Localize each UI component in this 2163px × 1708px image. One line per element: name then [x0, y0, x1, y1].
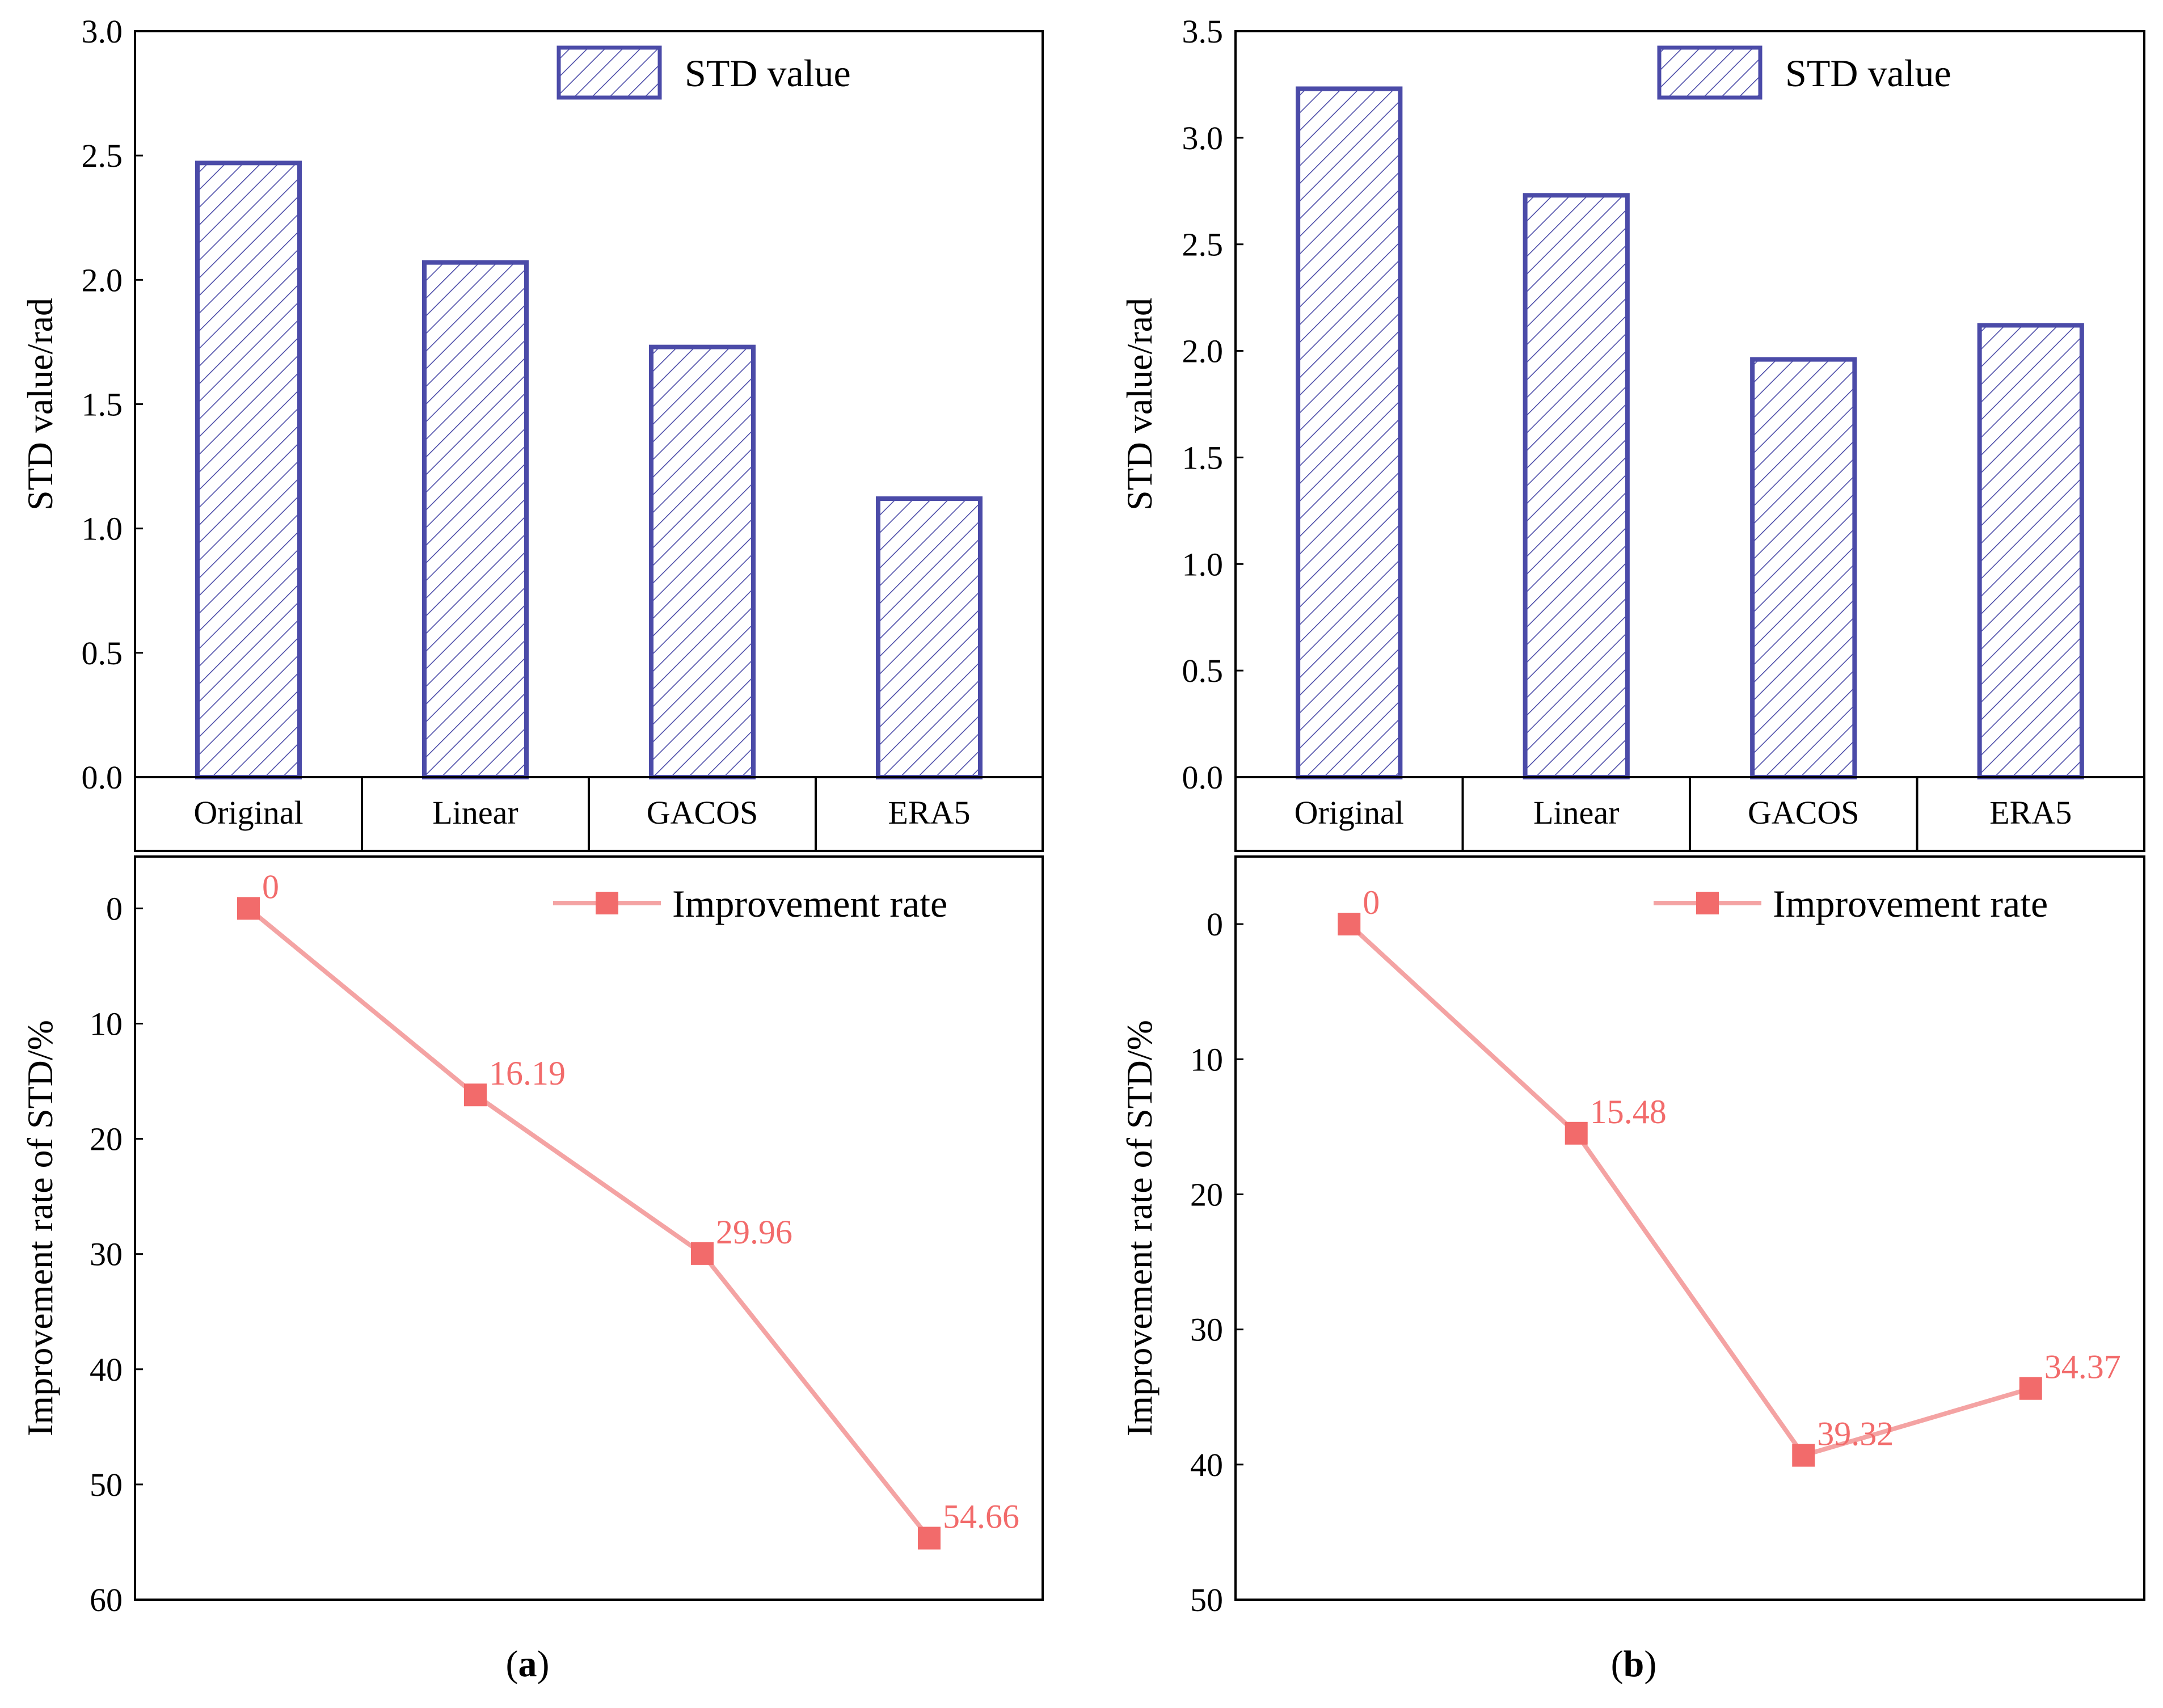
line-plot-frame: [1234, 855, 2145, 1601]
bar-y-tick-label: 3.0: [1182, 120, 1224, 157]
bar-gacos: [649, 344, 756, 779]
line-y-tick-label: 10: [1190, 1041, 1223, 1078]
line-legend-marker: [596, 892, 618, 914]
improvement-marker-gacos: [1792, 1444, 1815, 1467]
bar-y-tick-label: 2.0: [1182, 333, 1224, 370]
bar-legend-swatch: [1657, 45, 1763, 100]
bar-era5: [1977, 323, 2084, 779]
line-y-axis-title: Improvement rate of STD/%: [20, 1020, 60, 1436]
category-label-gacos: GACOS: [1748, 794, 1860, 831]
improvement-marker-era5: [918, 1526, 941, 1550]
line-y-tick-label: 50: [90, 1466, 123, 1503]
line-y-tick-label: 50: [1190, 1582, 1223, 1618]
improvement-data-label: 0: [262, 868, 279, 905]
improvement-line: [247, 906, 931, 1540]
improvement-marker-gacos: [691, 1242, 714, 1265]
line-y-tick-label: 10: [90, 1005, 123, 1042]
bar-original: [195, 161, 302, 780]
improvement-marker-era5: [2019, 1377, 2042, 1400]
category-label-linear: Linear: [1533, 794, 1619, 831]
line-y-tick-label: 20: [90, 1121, 123, 1158]
category-label-era5: ERA5: [888, 794, 971, 831]
panel-label-letter: a: [518, 1643, 537, 1685]
line-plot-frame: [134, 855, 1044, 1601]
bar-y-tick-label: 0.5: [82, 635, 123, 672]
bar-y-tick-label: 3.0: [82, 13, 123, 50]
panel-a: 0.0 0.5 1.0 1.5 2.0 2.5 3.0 STD value/rad STD va…: [20, 13, 1044, 1685]
improvement-marker-original: [1338, 913, 1361, 936]
line-y-tick-label: 0: [1207, 906, 1223, 943]
improvement-line: [1347, 922, 2031, 1458]
bar-y-tick-label: 0.0: [82, 759, 123, 796]
bar-y-tick-label: 3.5: [1182, 13, 1224, 50]
category-label-era5: ERA5: [1989, 794, 2072, 831]
category-label-original: Original: [193, 794, 303, 831]
improvement-data-label: 15.48: [1590, 1093, 1667, 1131]
line-y-tick-label: 40: [90, 1351, 123, 1388]
line-y-tick-label: 40: [1190, 1446, 1223, 1483]
line-legend-label: Improvement rate: [1773, 882, 2048, 925]
line-y-tick-label: 30: [90, 1236, 123, 1273]
bar-linear: [422, 260, 529, 779]
bar-y-tick-label: 1.5: [1182, 439, 1224, 476]
panel-label: (a): [506, 1643, 550, 1685]
bar-linear: [1523, 193, 1630, 779]
improvement-data-label: 39.32: [1817, 1415, 1894, 1453]
category-label-gacos: GACOS: [647, 794, 758, 831]
category-label-linear: Linear: [432, 794, 518, 831]
line-legend-marker: [1696, 892, 1719, 914]
line-y-tick-label: 0: [106, 890, 123, 927]
bar-y-tick-label: 0.0: [1182, 759, 1224, 796]
bar-legend-label: STD value: [685, 52, 851, 95]
bar-y-tick-label: 2.5: [1182, 226, 1224, 263]
line-legend-label: Improvement rate: [672, 882, 947, 925]
bar-legend-label: STD value: [1785, 52, 1951, 95]
bar-y-tick-label: 0.5: [1182, 652, 1224, 689]
improvement-marker-linear: [1565, 1121, 1588, 1145]
bar-era5: [876, 496, 983, 779]
line-y-tick-label: 20: [1190, 1176, 1223, 1213]
bar-y-axis-title: STD value/rad: [1119, 298, 1159, 511]
improvement-data-label: 29.96: [716, 1213, 792, 1251]
improvement-data-label: 34.37: [2044, 1348, 2121, 1386]
category-label-original: Original: [1295, 794, 1404, 831]
line-y-tick-label: 30: [1190, 1311, 1223, 1348]
improvement-data-label: 16.19: [489, 1055, 566, 1092]
bar-original: [1296, 86, 1403, 779]
line-y-axis-title: Improvement rate of STD/%: [1119, 1020, 1159, 1436]
bar-gacos: [1750, 357, 1857, 779]
improvement-marker-linear: [464, 1083, 487, 1107]
bar-y-axis-title: STD value/rad: [20, 298, 60, 511]
bar-legend-swatch: [556, 45, 662, 100]
bar-y-tick-label: 1.0: [1182, 546, 1224, 583]
panel-b: 0.0 0.5 1.0 1.5 2.0 2.5 3.0 3.5 STD value/rad STD…: [1119, 13, 2145, 1685]
panel-label: (b): [1611, 1643, 1657, 1685]
improvement-data-label: 0: [1363, 884, 1380, 921]
bar-y-tick-label: 2.5: [82, 137, 123, 174]
line-y-tick-label: 60: [90, 1582, 123, 1618]
improvement-data-label: 54.66: [943, 1498, 1019, 1536]
panel-label-letter: b: [1624, 1643, 1645, 1685]
bar-y-tick-label: 2.0: [82, 262, 123, 298]
bar-y-tick-label: 1.0: [82, 511, 123, 547]
improvement-marker-original: [237, 897, 260, 920]
bar-y-tick-label: 1.5: [82, 386, 123, 423]
